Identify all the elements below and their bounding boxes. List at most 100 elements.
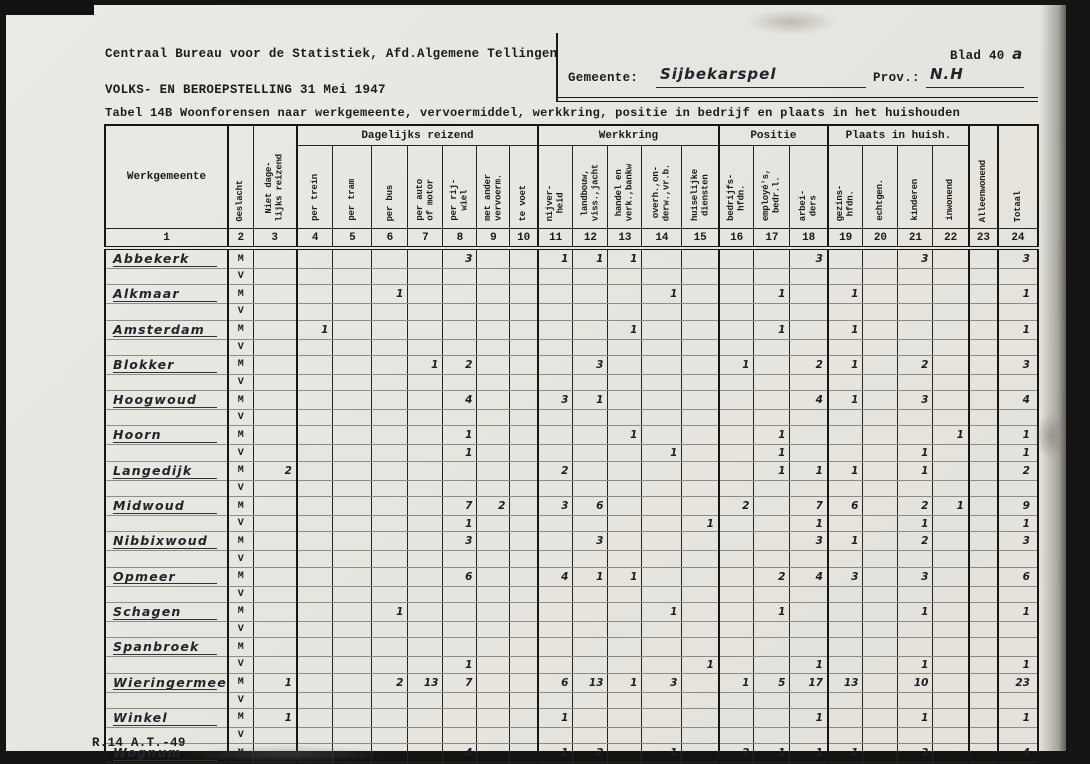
value-cell: 1 xyxy=(572,248,608,269)
value-cell xyxy=(641,692,682,709)
sex-cell: V xyxy=(227,656,253,674)
value-cell xyxy=(932,743,969,764)
value-cell xyxy=(967,320,998,340)
value-cell xyxy=(932,531,969,552)
column-number-6: 6 xyxy=(371,228,408,250)
value-cell xyxy=(295,390,333,411)
value-cell xyxy=(509,743,538,764)
column-header-label-8: per rij- wiel xyxy=(449,179,470,221)
column-header-label-5: per tram xyxy=(347,179,358,221)
value-cell xyxy=(641,425,682,446)
value-cell xyxy=(476,621,510,639)
column-header-label-7: per auto of motor xyxy=(414,179,436,221)
value-cell xyxy=(789,425,828,446)
sex-cell: M xyxy=(227,320,253,340)
value-cell xyxy=(476,692,510,709)
value-cell: 3 xyxy=(641,673,682,693)
value-cell xyxy=(332,248,372,269)
value-cell xyxy=(476,248,510,269)
value-cell xyxy=(753,708,790,728)
value-cell: 13 xyxy=(572,673,608,693)
value-cell: 2 xyxy=(897,355,933,375)
scan-smudge xyxy=(746,9,836,35)
column-header-10: te voet xyxy=(509,145,538,229)
value-cell xyxy=(509,567,538,587)
value-cell xyxy=(295,692,333,709)
value-cell xyxy=(407,461,443,481)
value-cell xyxy=(332,461,372,481)
value-cell xyxy=(476,673,510,693)
value-cell: 5 xyxy=(753,673,790,693)
municipality-name: Blokker xyxy=(113,358,217,373)
value-cell: 3 xyxy=(789,531,828,552)
value-cell: 1 xyxy=(897,444,933,462)
value-cell xyxy=(717,637,754,658)
value-cell xyxy=(967,409,998,427)
value-cell xyxy=(862,586,898,603)
value-cell xyxy=(252,390,297,411)
value-cell xyxy=(681,303,719,321)
value-cell: 1 xyxy=(681,656,719,674)
value-cell xyxy=(607,550,642,568)
value-cell xyxy=(932,339,969,356)
municipality-cell: Nibbixwoud xyxy=(105,531,228,552)
total-cell xyxy=(996,374,1038,392)
value-cell xyxy=(407,390,443,411)
value-cell: 2 xyxy=(717,496,754,517)
municipality-name: Alkmaar xyxy=(113,287,217,303)
value-cell: 1 xyxy=(536,708,573,728)
municipality-cell: Spanbroek xyxy=(105,637,228,658)
value-cell xyxy=(862,355,898,375)
value-cell xyxy=(295,656,333,674)
value-cell xyxy=(371,355,408,375)
value-cell xyxy=(509,602,538,622)
value-cell xyxy=(371,390,408,411)
table-row: Abbekerk M 3 1 1 1 3 3 3 xyxy=(105,248,1038,269)
value-cell xyxy=(332,567,372,587)
column-header-werkgemeente: Werkgemeente xyxy=(105,125,228,229)
value-cell xyxy=(509,515,538,533)
municipality-cell: Alkmaar xyxy=(105,284,228,305)
total-cell xyxy=(996,268,1038,286)
value-cell xyxy=(932,409,969,427)
value-cell xyxy=(932,673,969,693)
value-cell xyxy=(862,425,898,446)
value-cell xyxy=(641,727,682,745)
value-cell xyxy=(332,762,372,764)
value-cell xyxy=(681,444,719,462)
value-cell xyxy=(717,268,754,286)
municipality-name: Abbekerk xyxy=(113,252,217,267)
value-cell xyxy=(717,656,754,674)
value-cell xyxy=(789,550,828,568)
sex-cell: M xyxy=(227,248,253,269)
value-cell xyxy=(897,284,933,305)
value-cell xyxy=(862,303,898,321)
value-cell xyxy=(641,480,682,498)
value-cell xyxy=(753,550,790,568)
value-cell xyxy=(295,303,333,321)
group-header-2: Positie xyxy=(717,125,828,146)
value-cell xyxy=(371,621,408,639)
value-cell xyxy=(862,727,898,745)
value-cell: 4 xyxy=(789,390,828,411)
value-cell xyxy=(509,284,538,305)
column-header-4: per trein xyxy=(295,145,333,229)
value-cell xyxy=(509,550,538,568)
column-header-label-11: nijver- heid xyxy=(545,184,566,221)
value-cell xyxy=(442,303,477,321)
value-cell xyxy=(717,550,754,568)
value-cell xyxy=(509,303,538,321)
value-cell xyxy=(332,444,372,462)
value-cell xyxy=(826,727,863,745)
value-cell: 1 xyxy=(536,743,573,764)
municipality-cell: Opmeer xyxy=(105,567,228,587)
value-cell xyxy=(967,531,998,552)
table-row: V xyxy=(105,621,1038,639)
value-cell xyxy=(536,515,573,533)
value-cell: 6 xyxy=(536,673,573,693)
value-cell xyxy=(295,567,333,587)
value-cell xyxy=(371,550,408,568)
value-cell xyxy=(717,515,754,533)
column-header-label-20: echtgen. xyxy=(875,179,886,221)
value-cell xyxy=(932,762,969,764)
